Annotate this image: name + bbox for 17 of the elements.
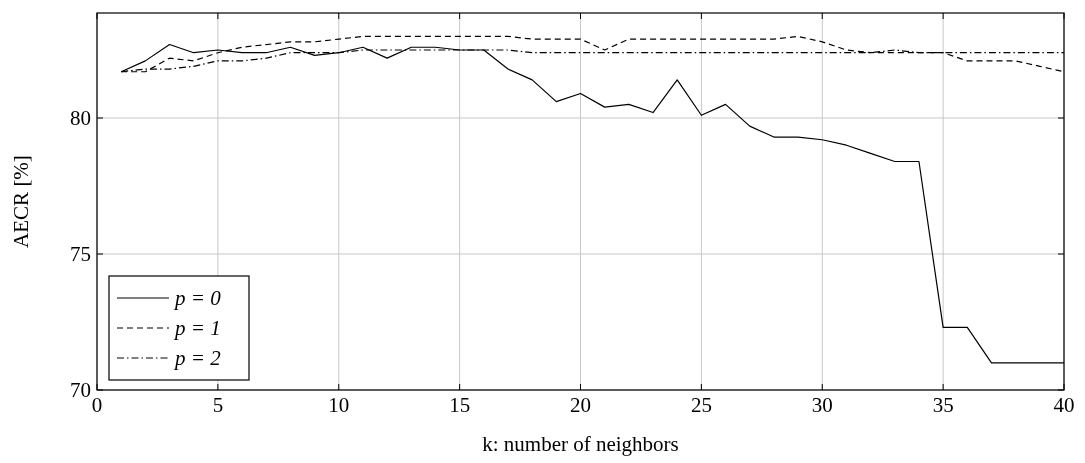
x-tick-label: 5	[212, 393, 224, 417]
x-tick-label: 0	[91, 393, 103, 417]
x-tick-label: 10	[328, 393, 350, 417]
legend-label: p = 2	[173, 346, 222, 370]
x-tick-label: 40	[1053, 393, 1075, 417]
y-tick-label: 70	[70, 378, 91, 402]
x-tick-label: 30	[811, 393, 833, 417]
x-axis-title: k: number of neighbors	[482, 432, 679, 456]
legend-label: p = 1	[173, 316, 221, 340]
x-tick-label: 20	[570, 393, 591, 417]
y-tick-label: 80	[70, 105, 91, 130]
x-tick-label: 25	[690, 393, 712, 417]
x-tick-label: 35	[932, 393, 954, 417]
y-tick-label: 75	[70, 242, 91, 266]
legend-label: p = 0	[173, 286, 222, 310]
y-axis-title: AECR [%]	[9, 155, 33, 248]
x-tick-label: 15	[449, 393, 471, 417]
